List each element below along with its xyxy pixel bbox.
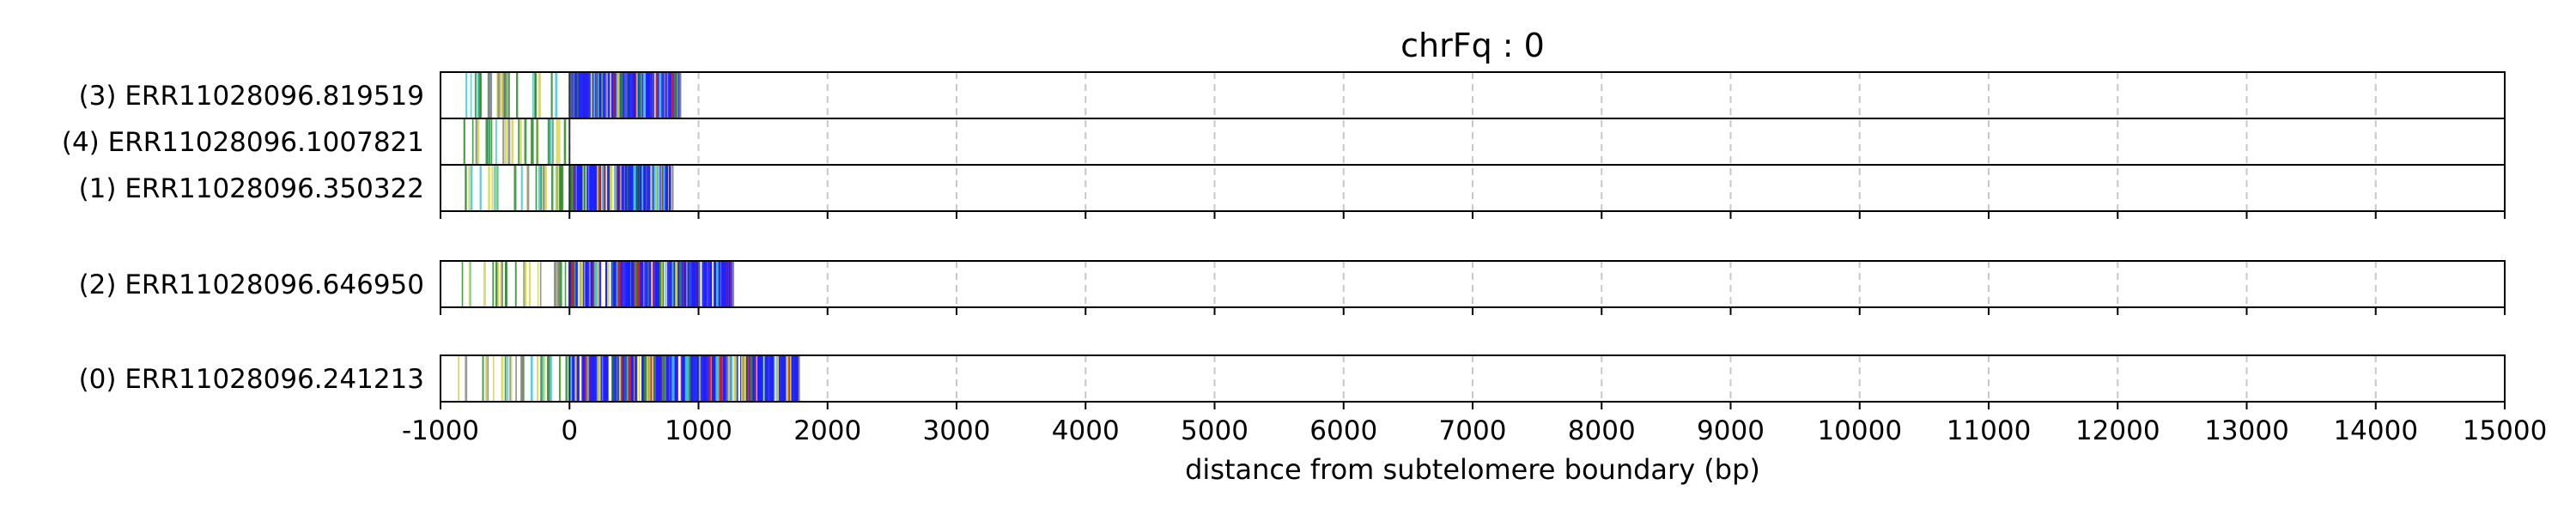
x-tick-label: 11000	[1947, 415, 2032, 446]
read-label: (0) ERR11028096.241213	[79, 364, 424, 395]
x-tick-label: 0	[561, 415, 578, 446]
read-marks	[458, 72, 800, 402]
x-tick-label: 13000	[2204, 415, 2289, 446]
read-label: (2) ERR11028096.646950	[79, 270, 424, 300]
x-tick-label: 1000	[665, 415, 732, 446]
read-label: (3) ERR11028096.819519	[79, 81, 424, 112]
x-tick-label: 15000	[2463, 415, 2548, 446]
read-label: (1) ERR11028096.350322	[79, 173, 424, 204]
x-tick-label: 14000	[2333, 415, 2418, 446]
read-labels: (3) ERR11028096.819519 (4) ERR11028096.10…	[62, 81, 424, 395]
x-tick-label: 4000	[1052, 415, 1120, 446]
x-tick-label: 8000	[1568, 415, 1636, 446]
x-axis-ticks: -1000 0 1000 2000 3000 4000 5000 6000 7000 8000 90…	[402, 211, 2547, 446]
read-label: (4) ERR11028096.1007821	[62, 127, 424, 158]
x-tick-label: 5000	[1181, 415, 1249, 446]
grid-lines	[568, 72, 2377, 402]
chart-title: chrFq : 0	[1400, 27, 1545, 64]
x-tick-label: 10000	[1817, 415, 1902, 446]
x-tick-label: 2000	[793, 415, 861, 446]
x-tick-label: 6000	[1309, 415, 1377, 446]
x-tick-label: 12000	[2075, 415, 2160, 446]
x-tick-label: 7000	[1439, 415, 1507, 446]
x-tick-label: 3000	[923, 415, 991, 446]
x-tick-label: 9000	[1697, 415, 1765, 446]
x-tick-label: -1000	[402, 415, 479, 446]
x-axis-label: distance from subtelomere boundary (bp)	[1185, 453, 1760, 486]
